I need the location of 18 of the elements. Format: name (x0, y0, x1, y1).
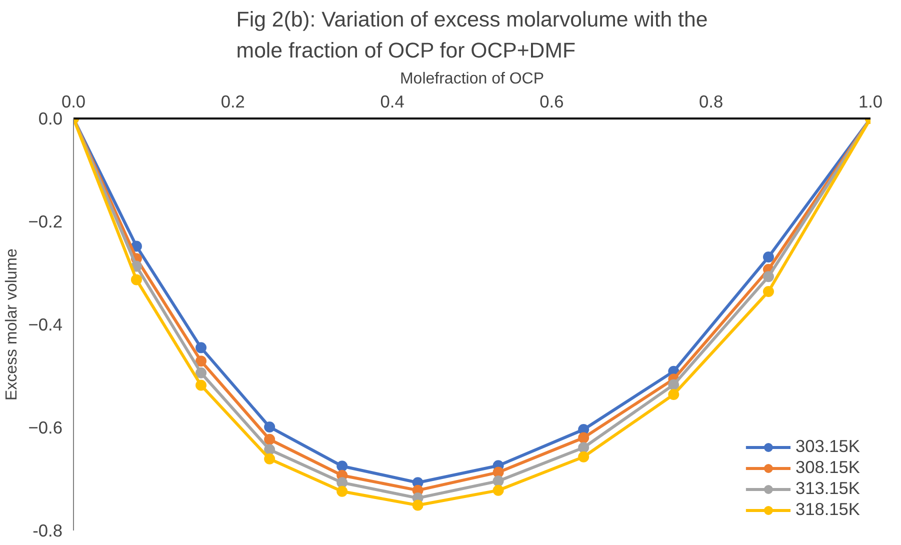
x-axis-title: Molefraction of OCP (400, 70, 544, 88)
legend-label: 303.15K (795, 436, 860, 457)
y-tick-label: -0.8 (32, 520, 62, 540)
chart-title: Fig 2(b): Variation of excess molarvolume with the mole fraction of OCP for OCP+DMF (236, 7, 708, 62)
y-tick-label: −0.6 (28, 418, 63, 438)
y-tick-label: −0.2 (28, 212, 63, 232)
y-axis-title: Excess molar volume (3, 248, 20, 401)
y-tick-label: 0.0 (38, 108, 63, 128)
x-tick-label: 0.6 (540, 92, 564, 112)
y-tick-label: −0.4 (28, 314, 63, 334)
x-tick-label: 0.2 (220, 92, 245, 112)
legend-label: 313.15K (795, 478, 860, 499)
legend-label: 308.15K (795, 457, 860, 478)
x-tick-label: 0.4 (380, 92, 405, 112)
legend-label: 318.15K (795, 499, 860, 520)
x-tick-label: 0.8 (699, 92, 724, 112)
x-tick-label: 1.0 (858, 92, 883, 112)
x-tick-label: 0.0 (61, 92, 86, 112)
